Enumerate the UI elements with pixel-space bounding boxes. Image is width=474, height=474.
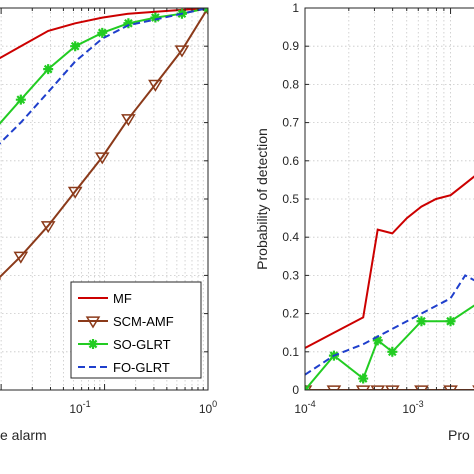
y-tick-label: 0.6 [282,154,299,168]
data-point-scm-amf [94,152,110,165]
data-point-scm-amf [355,385,371,390]
legend-label: FO-GLRT [113,360,170,375]
y-tick-label: 0.7 [282,116,299,130]
series-line-fo-glrt [0,8,208,145]
y-tick-label: 0.8 [282,77,299,91]
data-point-so-glrt [387,346,398,357]
data-point-scm-amf [40,221,56,234]
legend-marker [88,339,98,349]
data-point-scm-amf [148,79,163,92]
data-point-so-glrt [150,12,161,23]
data-point-so-glrt [43,64,54,75]
data-point-scm-amf [384,385,400,390]
legend-marker [85,316,101,329]
data-point-scm-amf [370,385,386,390]
data-point-scm-amf [414,385,429,390]
y-tick-label: 0 [292,383,299,397]
series-group [0,8,208,281]
series-line-mf [0,8,208,60]
data-point-scm-amf [326,385,342,390]
legend: MF SCM-AMF SO-GLRT FO-GLRT [70,281,202,379]
legend-label: SCM-AMF [113,314,174,329]
data-point-so-glrt [416,316,427,327]
legend-label: MF [113,291,132,306]
data-point-scm-amf [13,251,29,264]
series-line-scm-amf [0,8,208,279]
y-tick-label: 0.4 [282,230,299,244]
y-tick-label: 0.2 [282,307,299,321]
x-axis-label: e alarm [0,427,47,443]
data-point-so-glrt [372,335,383,346]
y-tick-label: 0.9 [282,39,299,53]
y-tick-label: 0.3 [282,268,299,282]
x-tick-label: 100 [199,399,217,416]
data-point-so-glrt [97,27,108,38]
y-tick-label: 0.1 [282,345,299,359]
series-line-fo-glrt [305,274,474,376]
x-tick-label: 10-3 [402,399,423,416]
data-point-so-glrt [358,373,369,384]
data-point-scm-amf [67,186,83,199]
right-plot-panel: 0 0.1 0.2 0.3 0.4 0.5 0.6 0.7 0.8 0.9 1 10-4 10-3 Pro… [254,1,474,443]
x-tick-label: 10-4 [294,399,315,416]
y-tick-label: 1 [292,1,299,15]
x-axis-label: Pro [448,427,470,443]
data-point-scm-amf [174,45,190,58]
legend-label: SO-GLRT [113,337,171,352]
data-point-so-glrt [445,316,456,327]
data-point-scm-amf [121,114,136,127]
y-tick-label: 0.5 [282,192,299,206]
data-point-so-glrt [70,41,81,52]
y-axis-label: Probability of detection [254,128,270,270]
x-tick-label: 10-1 [69,399,90,416]
data-point-so-glrt [15,94,26,105]
data-point-so-glrt [123,18,134,29]
series-line-mf [305,175,474,349]
